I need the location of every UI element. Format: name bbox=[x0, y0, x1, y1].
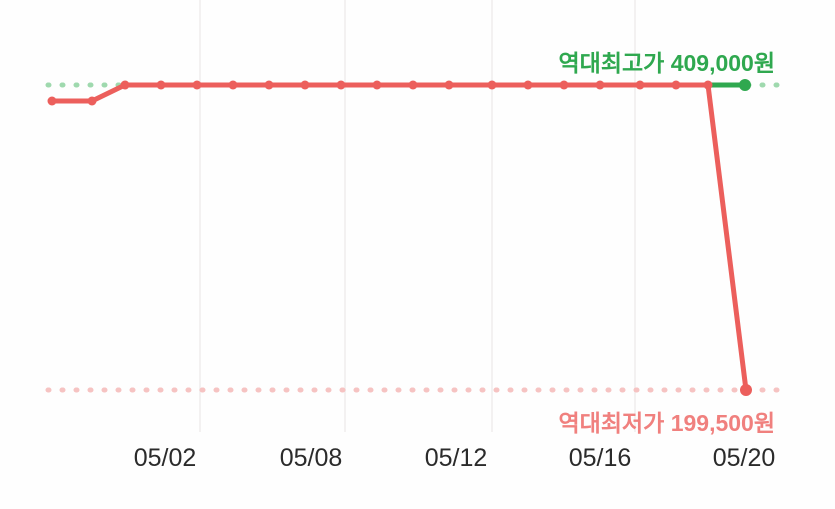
data-point-marker bbox=[444, 80, 454, 90]
data-point-marker bbox=[336, 80, 346, 90]
data-point-marker bbox=[408, 80, 418, 90]
data-point-marker bbox=[703, 80, 713, 90]
data-point-marker bbox=[635, 80, 645, 90]
data-point-marker bbox=[523, 80, 533, 90]
data-point-marker bbox=[47, 96, 57, 106]
data-point-marker bbox=[192, 80, 202, 90]
data-point-marker bbox=[671, 80, 681, 90]
x-axis-label-05-12: 05/12 bbox=[424, 444, 488, 472]
x-axis-label-05-02: 05/02 bbox=[133, 444, 197, 472]
all-time-high-marker bbox=[739, 79, 751, 91]
reference-lines-group bbox=[45, 82, 781, 393]
data-point-marker bbox=[300, 80, 310, 90]
x-axis-label-05-20: 05/20 bbox=[712, 444, 776, 472]
gridlines-group bbox=[199, 0, 636, 432]
x-axis-label-05-08: 05/08 bbox=[279, 444, 343, 472]
data-point-markers bbox=[47, 79, 752, 396]
all-time-low-marker bbox=[740, 384, 752, 396]
data-point-marker bbox=[120, 80, 130, 90]
x-axis-label-05-16: 05/16 bbox=[568, 444, 632, 472]
data-point-marker bbox=[156, 80, 166, 90]
data-point-marker bbox=[228, 80, 238, 90]
data-point-marker bbox=[559, 80, 569, 90]
data-point-marker bbox=[87, 96, 97, 106]
series-line-price bbox=[49, 82, 749, 393]
data-point-marker bbox=[595, 80, 605, 90]
series-group bbox=[49, 82, 749, 393]
data-point-marker bbox=[264, 80, 274, 90]
all-time-high-annotation: 역대최고가 409,000원 bbox=[558, 50, 776, 76]
data-point-marker bbox=[372, 80, 382, 90]
all-time-low-annotation: 역대최저가 199,500원 bbox=[558, 410, 776, 436]
data-point-marker bbox=[487, 80, 497, 90]
